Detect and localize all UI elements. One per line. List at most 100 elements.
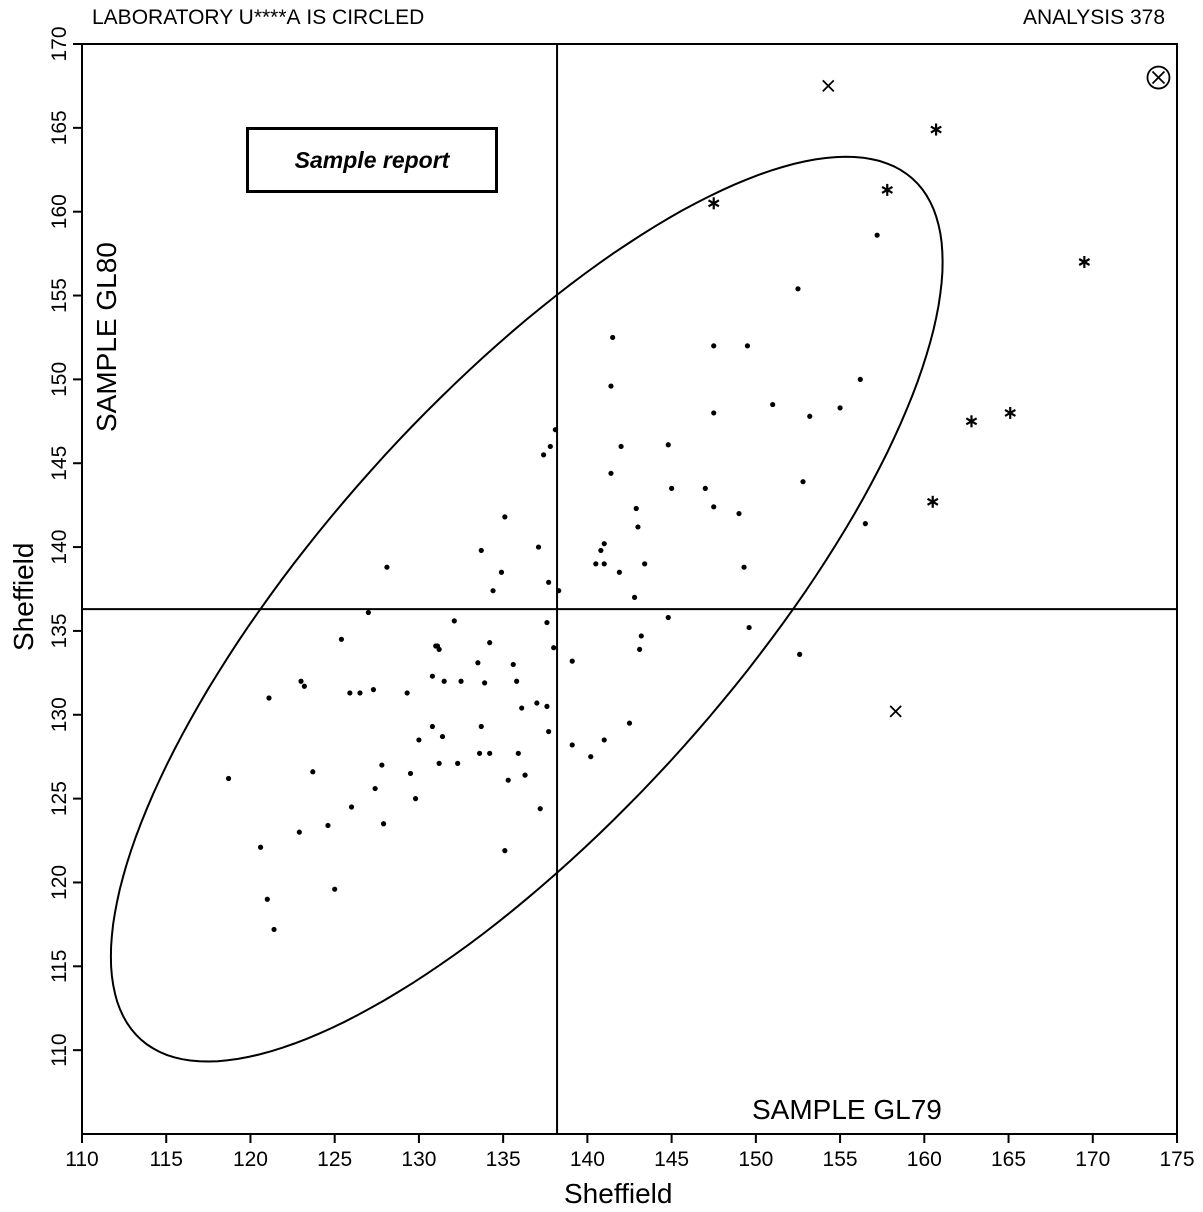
data-point xyxy=(593,561,599,567)
data-point xyxy=(598,547,604,554)
data-point xyxy=(669,485,675,491)
data-point xyxy=(608,383,614,389)
data-point xyxy=(347,690,353,696)
y-tick-label: 165 xyxy=(48,110,71,145)
data-point xyxy=(515,750,521,756)
data-point xyxy=(797,651,803,658)
data-point xyxy=(502,848,508,854)
x-tick-label: 115 xyxy=(149,1148,182,1171)
laboratory-header: LABORATORY U****A IS CIRCLED xyxy=(92,6,424,30)
data-point xyxy=(795,286,801,292)
outlier-asterisk xyxy=(881,183,893,196)
laboratory-circled-point xyxy=(1146,65,1171,90)
data-point xyxy=(458,678,464,684)
y-axis-title: Sheffield xyxy=(8,542,39,651)
data-point xyxy=(404,690,410,696)
data-point xyxy=(638,633,644,639)
x-axis-title: Sheffield xyxy=(564,1178,673,1209)
data-points xyxy=(225,65,1171,933)
x-tick-label: 170 xyxy=(1075,1148,1110,1171)
data-point xyxy=(711,343,717,349)
data-point xyxy=(475,660,481,666)
data-point xyxy=(498,569,505,575)
data-point xyxy=(412,796,419,802)
y-tick-label: 120 xyxy=(48,865,71,900)
data-point xyxy=(522,772,528,778)
data-point xyxy=(642,561,648,567)
y-tick-label: 130 xyxy=(48,697,71,732)
x-tick-label: 140 xyxy=(570,1148,605,1171)
data-point xyxy=(505,777,511,783)
data-point xyxy=(544,703,550,709)
data-point xyxy=(702,485,708,491)
x-sample-label: SAMPLE GL79 xyxy=(752,1094,942,1125)
data-point xyxy=(370,687,377,693)
outlier-cross xyxy=(889,705,902,718)
data-point xyxy=(616,569,622,575)
data-point xyxy=(455,760,461,767)
data-point xyxy=(451,618,457,624)
data-point xyxy=(372,785,378,792)
y-tick-label: 115 xyxy=(48,950,71,983)
outlier-asterisk xyxy=(926,495,939,508)
data-point xyxy=(266,695,272,701)
data-point xyxy=(514,678,520,684)
data-point xyxy=(407,770,414,777)
x-tick-label: 155 xyxy=(823,1148,858,1171)
data-point xyxy=(551,645,557,651)
data-point xyxy=(857,376,863,382)
data-point xyxy=(478,547,484,554)
x-tick-label: 160 xyxy=(907,1148,942,1171)
data-point xyxy=(436,646,442,652)
data-point xyxy=(301,683,307,689)
outlier-asterisk xyxy=(930,123,942,136)
median-lines xyxy=(82,44,1177,1134)
data-point xyxy=(547,443,553,450)
data-point xyxy=(601,541,607,547)
data-point xyxy=(552,427,558,433)
data-point xyxy=(436,760,442,767)
data-point xyxy=(635,524,641,530)
data-point xyxy=(338,636,345,642)
x-tick-label: 135 xyxy=(486,1148,521,1171)
data-point xyxy=(626,720,633,726)
x-tick-label: 150 xyxy=(738,1148,773,1171)
data-point xyxy=(348,804,355,810)
data-point xyxy=(807,413,813,419)
outlier-asterisk xyxy=(1078,256,1091,268)
data-point xyxy=(310,769,316,775)
data-point xyxy=(482,680,488,686)
data-point xyxy=(537,806,543,812)
outlier-asterisk xyxy=(707,197,720,210)
data-point xyxy=(711,504,717,510)
data-point xyxy=(546,728,552,735)
data-point xyxy=(588,754,594,760)
y-sample-label: SAMPLE GL80 xyxy=(91,242,122,432)
data-point xyxy=(770,401,776,408)
data-point xyxy=(384,564,390,570)
x-tick-label: 130 xyxy=(401,1148,436,1171)
data-point xyxy=(478,723,484,730)
sample-report-box: Sample report xyxy=(246,127,498,193)
data-point xyxy=(665,614,671,621)
data-point xyxy=(601,737,607,743)
y-tick-label: 135 xyxy=(48,613,71,648)
data-point xyxy=(637,646,643,652)
data-point xyxy=(325,822,331,829)
data-point xyxy=(429,723,435,730)
header-lab-code: U****A xyxy=(238,6,301,29)
data-point xyxy=(601,561,607,567)
x-tick-label: 145 xyxy=(654,1148,689,1171)
data-point xyxy=(746,624,752,631)
data-point xyxy=(837,405,843,411)
x-tick-label: 125 xyxy=(317,1148,352,1171)
data-point xyxy=(416,737,422,743)
data-point xyxy=(618,443,624,450)
data-point xyxy=(874,232,880,238)
data-point xyxy=(744,343,751,349)
axes: 110 115 120 125 130 135 140 145 150 155 160 165 170 1… xyxy=(48,26,1195,1171)
x-tick-label: 110 xyxy=(65,1148,98,1171)
outlier-asterisk xyxy=(965,415,978,428)
y-tick-label: 125 xyxy=(48,781,71,816)
